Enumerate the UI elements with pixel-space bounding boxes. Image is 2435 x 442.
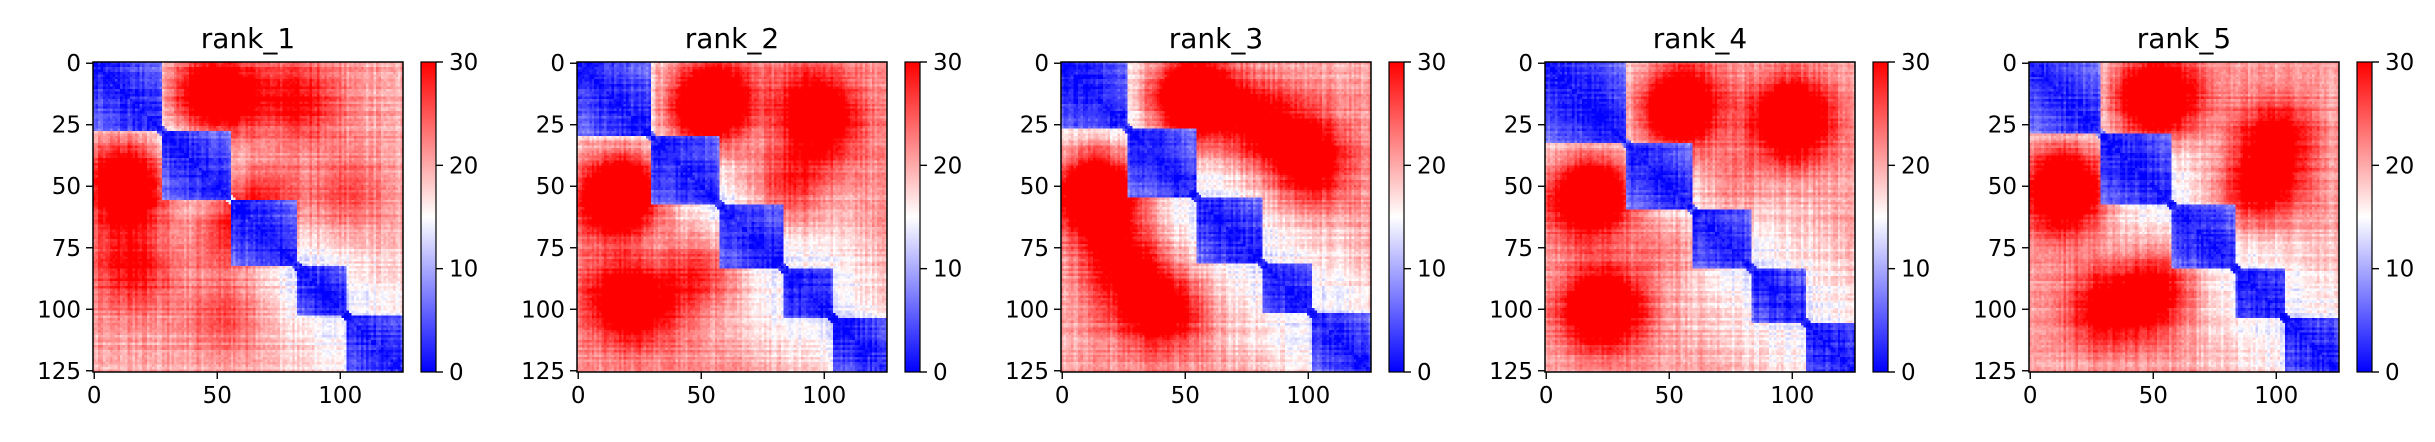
y-tick-label: 0 xyxy=(66,51,81,77)
colorbar-tick-label: 0 xyxy=(933,360,948,386)
y-tick-label: 100 xyxy=(521,297,565,323)
colorbar-tick-label: 30 xyxy=(2385,50,2414,76)
colorbar-3 xyxy=(1388,61,1405,373)
colorbar-tick-label: 30 xyxy=(449,50,478,76)
colorbar-tick-label: 10 xyxy=(1417,257,1446,283)
x-tick-label: 0 xyxy=(1539,383,1554,409)
x-tick-label: 0 xyxy=(2023,383,2038,409)
y-tick-label: 50 xyxy=(1504,174,1533,200)
y-tick-label: 50 xyxy=(536,174,565,200)
chart-title-1: rank_1 xyxy=(201,22,295,55)
y-tick-label: 100 xyxy=(37,297,81,323)
x-tick-label: 50 xyxy=(203,383,232,409)
axes-frame-2 xyxy=(576,61,888,373)
colorbar-tick-label: 20 xyxy=(933,153,962,179)
colorbar-tick-label: 0 xyxy=(1901,360,1916,386)
axes-frame-1 xyxy=(92,61,404,373)
colorbar-tick-label: 0 xyxy=(2385,360,2400,386)
x-tick-label: 0 xyxy=(1055,383,1070,409)
colorbar-tick-label: 10 xyxy=(449,257,478,283)
x-tick-label: 50 xyxy=(687,383,716,409)
y-tick-label: 0 xyxy=(1034,51,1049,77)
y-tick-label: 0 xyxy=(550,51,565,77)
y-tick-label: 75 xyxy=(1020,236,1049,262)
y-tick-label: 100 xyxy=(1005,297,1049,323)
y-tick-label: 125 xyxy=(1973,359,2017,385)
y-tick-label: 125 xyxy=(1489,359,1533,385)
colorbar-1 xyxy=(420,61,437,373)
chart-title-3: rank_3 xyxy=(1169,22,1263,55)
y-tick-label: 125 xyxy=(1005,359,1049,385)
heatmap-image-2 xyxy=(577,62,887,372)
y-tick-label: 50 xyxy=(1020,174,1049,200)
y-tick-label: 25 xyxy=(1504,113,1533,139)
x-tick-label: 0 xyxy=(571,383,586,409)
heatmap-image-5 xyxy=(2029,62,2339,372)
y-tick-label: 25 xyxy=(1020,113,1049,139)
colorbar-4 xyxy=(1872,61,1889,373)
heatmap-image-4 xyxy=(1545,62,1855,372)
x-tick-label: 100 xyxy=(1770,383,1814,409)
y-tick-label: 50 xyxy=(52,174,81,200)
y-tick-label: 75 xyxy=(1988,236,2017,262)
heatmap-image-1 xyxy=(93,62,403,372)
y-tick-label: 75 xyxy=(536,236,565,262)
colorbar-tick-label: 20 xyxy=(1417,153,1446,179)
x-tick-label: 0 xyxy=(87,383,102,409)
colorbar-tick-label: 20 xyxy=(2385,153,2414,179)
x-tick-label: 100 xyxy=(2254,383,2298,409)
colorbar-tick-label: 30 xyxy=(1417,50,1446,76)
y-tick-label: 25 xyxy=(536,113,565,139)
chart-title-5: rank_5 xyxy=(2137,22,2231,55)
colorbar-tick-label: 30 xyxy=(1901,50,1930,76)
y-tick-label: 100 xyxy=(1489,297,1533,323)
colorbar-tick-label: 0 xyxy=(449,360,464,386)
y-tick-label: 75 xyxy=(1504,236,1533,262)
colorbar-tick-label: 10 xyxy=(1901,257,1930,283)
colorbar-tick-label: 10 xyxy=(933,257,962,283)
y-tick-label: 125 xyxy=(37,359,81,385)
y-tick-label: 25 xyxy=(1988,113,2017,139)
x-tick-label: 100 xyxy=(1286,383,1330,409)
y-tick-label: 100 xyxy=(1973,297,2017,323)
colorbar-tick-label: 20 xyxy=(449,153,478,179)
y-tick-label: 75 xyxy=(52,236,81,262)
y-tick-label: 50 xyxy=(1988,174,2017,200)
colorbar-tick-label: 0 xyxy=(1417,360,1432,386)
y-tick-label: 125 xyxy=(521,359,565,385)
heatmap-image-3 xyxy=(1061,62,1371,372)
x-tick-label: 100 xyxy=(802,383,846,409)
colorbar-tick-label: 30 xyxy=(933,50,962,76)
colorbar-tick-label: 10 xyxy=(2385,257,2414,283)
x-tick-label: 50 xyxy=(1655,383,1684,409)
x-tick-label: 50 xyxy=(2139,383,2168,409)
x-tick-label: 100 xyxy=(318,383,362,409)
chart-title-2: rank_2 xyxy=(685,22,779,55)
colorbar-2 xyxy=(904,61,921,373)
colorbar-tick-label: 20 xyxy=(1901,153,1930,179)
chart-title-4: rank_4 xyxy=(1653,22,1747,55)
axes-frame-4 xyxy=(1544,61,1856,373)
axes-frame-3 xyxy=(1060,61,1372,373)
x-tick-label: 50 xyxy=(1171,383,1200,409)
colorbar-5 xyxy=(2356,61,2373,373)
y-tick-label: 0 xyxy=(1518,51,1533,77)
y-tick-label: 0 xyxy=(2002,51,2017,77)
axes-frame-5 xyxy=(2028,61,2340,373)
y-tick-label: 25 xyxy=(52,113,81,139)
